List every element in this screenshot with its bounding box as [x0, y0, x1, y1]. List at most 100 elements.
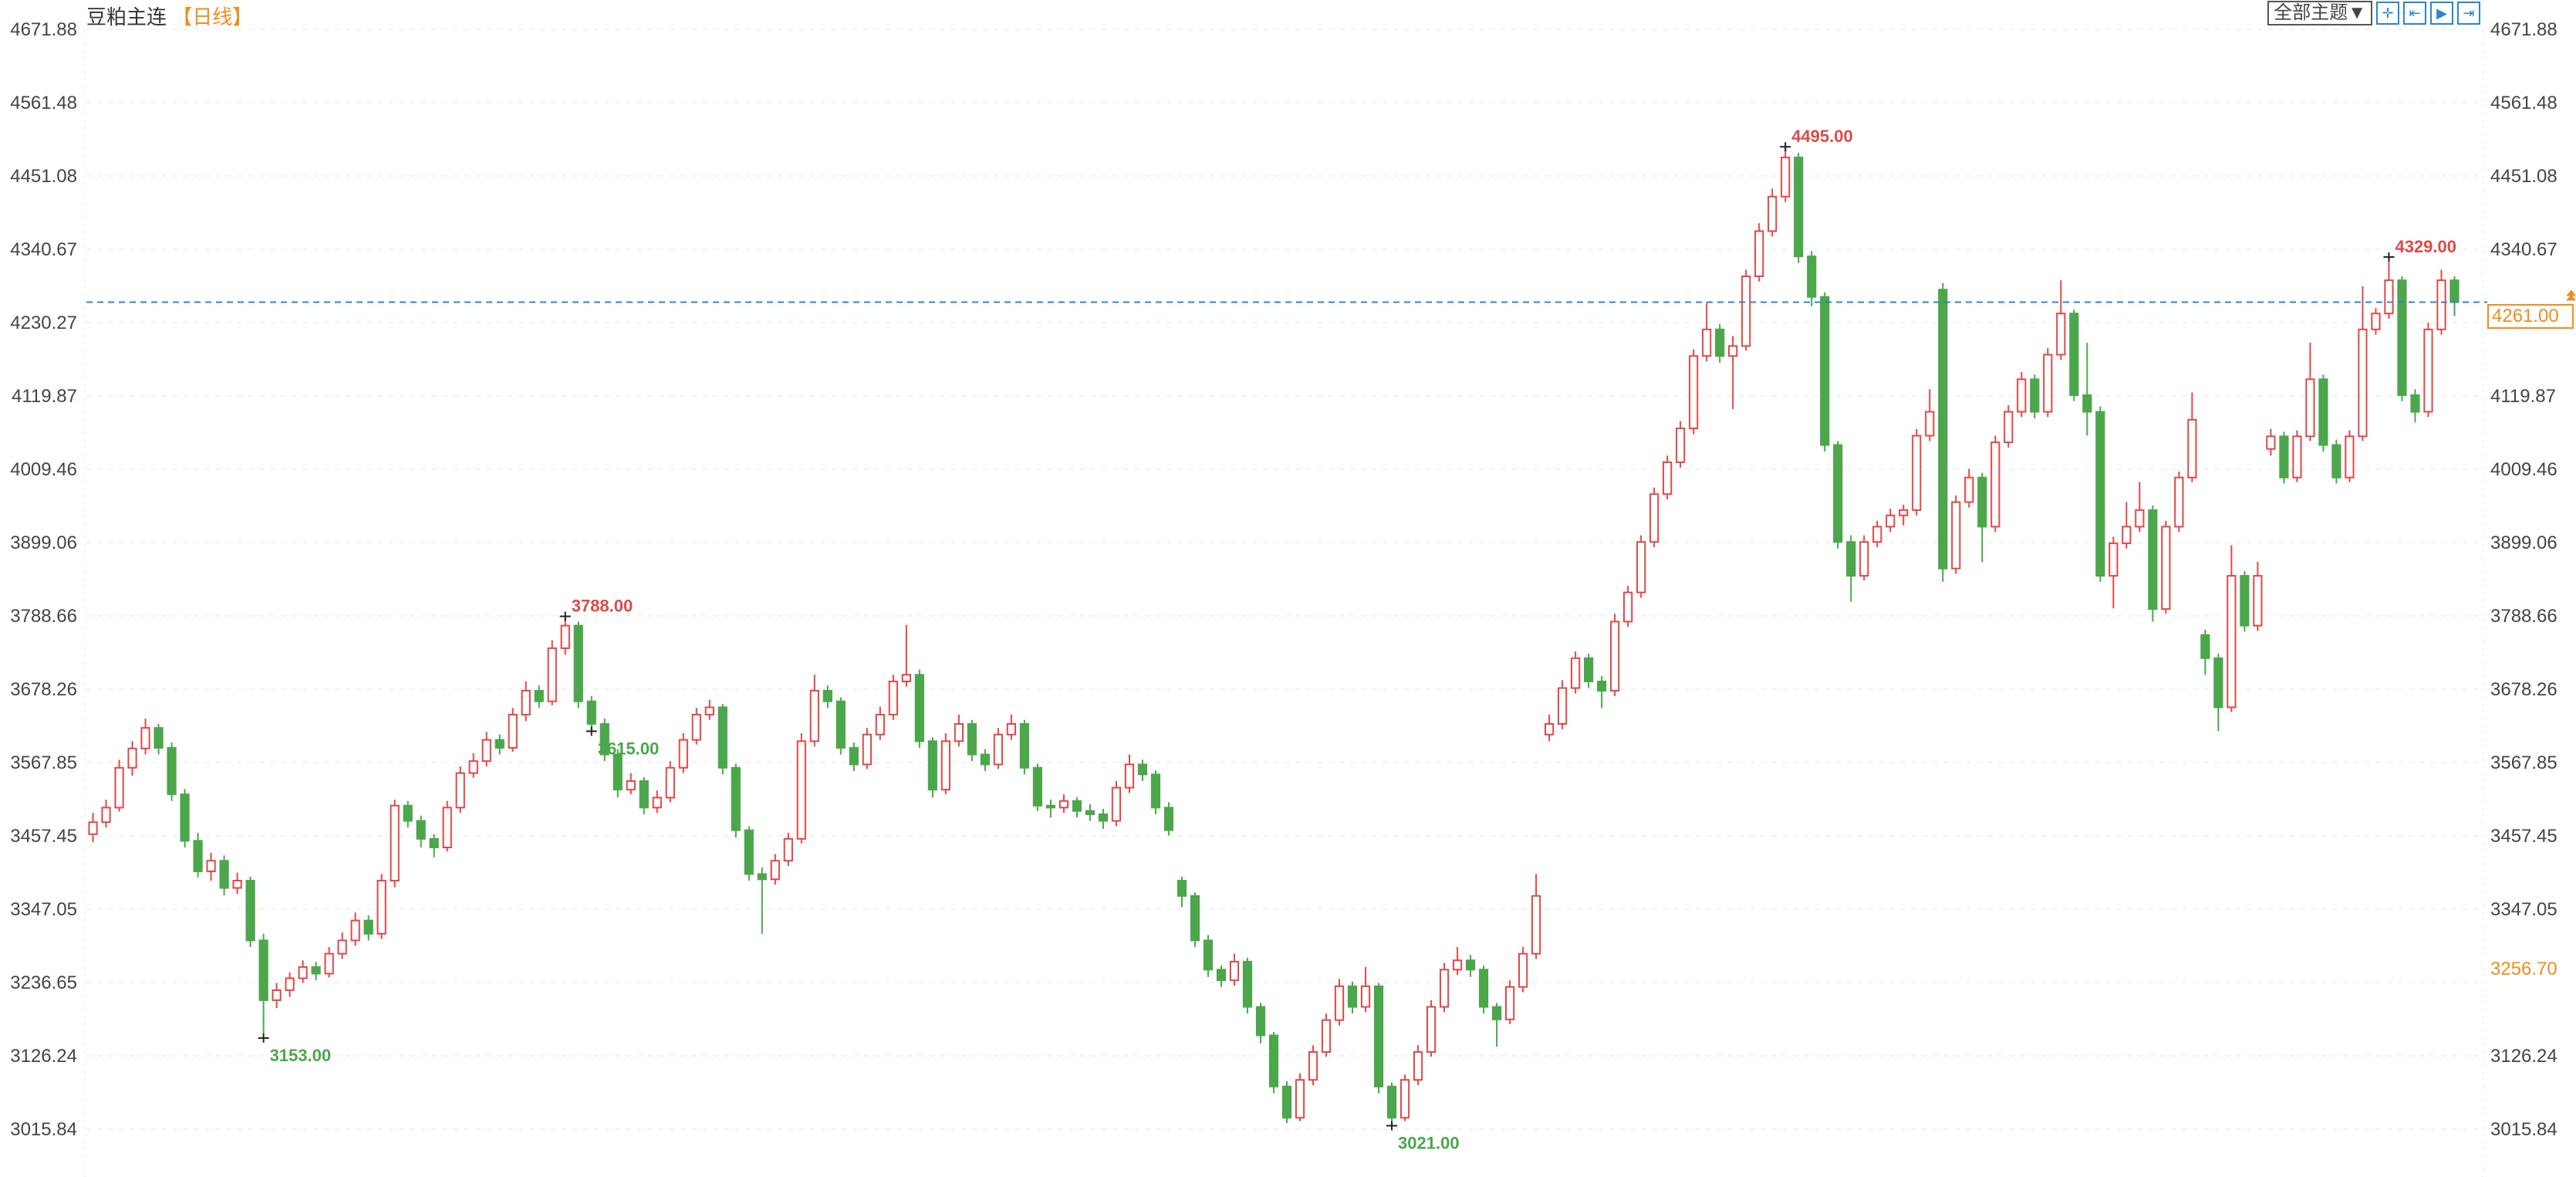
candle-body — [2410, 394, 2420, 413]
candle-down — [744, 826, 754, 881]
candle-body — [1085, 810, 1096, 815]
candle-body — [2358, 328, 2368, 438]
candle-body — [2279, 435, 2289, 479]
candle-down — [2030, 374, 2040, 419]
candle-body — [468, 760, 478, 774]
candle-up — [2174, 471, 2184, 533]
candle-up — [2371, 308, 2381, 335]
candle-body — [665, 766, 675, 799]
candle-body — [1386, 1085, 1397, 1119]
candle-body — [1177, 880, 1187, 897]
candle-body — [1334, 985, 1345, 1021]
candle-up — [2292, 430, 2302, 482]
candle-body — [2148, 509, 2158, 610]
candle-down — [429, 834, 439, 857]
go-latest-icon[interactable]: ⇥ — [2457, 2, 2480, 25]
candles — [88, 147, 2460, 1126]
candle-body — [626, 780, 636, 791]
candle-body — [1124, 763, 1135, 789]
theme-dropdown[interactable]: 全部主题▼ — [2267, 1, 2372, 25]
candle-down — [967, 719, 977, 762]
y-tick-label: 4451.08 — [2490, 166, 2557, 187]
candle-up — [2358, 286, 2368, 441]
candle-body — [1571, 657, 1581, 689]
candle-body — [1846, 541, 1856, 577]
candle-body — [1308, 1051, 1318, 1081]
zoom-range-icon[interactable]: ⇤ — [2403, 2, 2426, 25]
candle-body — [2449, 279, 2460, 303]
candle-body — [1912, 435, 1922, 511]
y-tick-label: 3678.26 — [2490, 679, 2557, 700]
candle-body — [1072, 800, 1082, 812]
candle-body — [2371, 313, 2381, 330]
y-tick-label: 3567.85 — [2490, 753, 2557, 773]
candle-body — [1426, 1006, 1437, 1054]
candle-body — [1242, 961, 1253, 1008]
candle-body — [2187, 418, 2197, 479]
candle-body — [206, 860, 216, 872]
candle-body — [455, 772, 465, 809]
candle-body — [2292, 435, 2302, 479]
candle-up — [1321, 1013, 1332, 1057]
y-tick-label: 4119.87 — [12, 386, 77, 407]
candle-body — [429, 837, 439, 849]
candle-body — [954, 722, 964, 742]
y-tick-label: 3015.84 — [2490, 1119, 2557, 1140]
candle-body — [796, 740, 806, 840]
candle-body — [1636, 541, 1646, 594]
candle-body — [2174, 476, 2184, 528]
y-tick-label: 3015.84 — [10, 1119, 77, 1140]
crosshair-icon[interactable]: ✛ — [2376, 2, 2399, 25]
candle-up — [2227, 545, 2237, 712]
candle-up — [272, 983, 282, 1009]
candle-down — [1255, 1003, 1266, 1043]
candle-body — [1964, 476, 1974, 503]
candle-body — [691, 713, 701, 741]
candle-up — [468, 753, 478, 778]
candle-body — [311, 966, 321, 975]
candle-body — [731, 766, 741, 831]
candle-body — [1360, 985, 1371, 1008]
candle-body — [1229, 961, 1240, 982]
candle-body — [1767, 195, 1778, 232]
candle-body — [376, 880, 387, 935]
y-tick-label: 4340.67 — [10, 239, 77, 260]
y-axis-right: 4671.88 4561.48 4451.08 4340.67 4119.87 4009.… — [2490, 19, 2557, 1140]
candle-up — [770, 854, 780, 885]
candle-down — [2449, 276, 2460, 316]
candle-down — [2200, 629, 2210, 675]
candle-up — [2436, 269, 2446, 335]
candle-body — [1859, 541, 1869, 577]
candle-up — [547, 640, 557, 705]
candle-down — [1820, 292, 1830, 452]
candle-body — [1676, 428, 1686, 463]
candle-body — [2056, 313, 2066, 356]
candle-up — [2122, 502, 2132, 549]
candle-body — [1728, 345, 1738, 357]
candle-down — [613, 749, 623, 798]
candle-up — [101, 800, 111, 828]
candle-body — [1649, 493, 1659, 543]
y-tick-label: 4119.87 — [2490, 386, 2556, 407]
candle-body — [324, 952, 334, 975]
candle-up — [1452, 947, 1463, 976]
y-tick-label: 3567.85 — [10, 753, 77, 773]
candle-down — [1491, 1003, 1502, 1047]
candle-body — [940, 740, 950, 791]
candle-body — [1715, 328, 1725, 357]
candle-up — [455, 766, 465, 813]
candle-down — [1347, 981, 1358, 1014]
candle-down — [258, 933, 268, 1038]
play-icon[interactable]: ▶ — [2430, 2, 2453, 25]
candle-down — [586, 695, 596, 732]
candle-body — [573, 624, 583, 702]
candle-up — [940, 733, 950, 795]
period-label[interactable]: 【日线】 — [172, 5, 253, 29]
candle-body — [1321, 1019, 1332, 1054]
candle-up — [1558, 680, 1568, 729]
candle-up — [809, 675, 819, 747]
y-tick-label: 3899.06 — [2490, 533, 2557, 553]
candle-body — [285, 977, 295, 992]
candle-body — [586, 700, 596, 725]
